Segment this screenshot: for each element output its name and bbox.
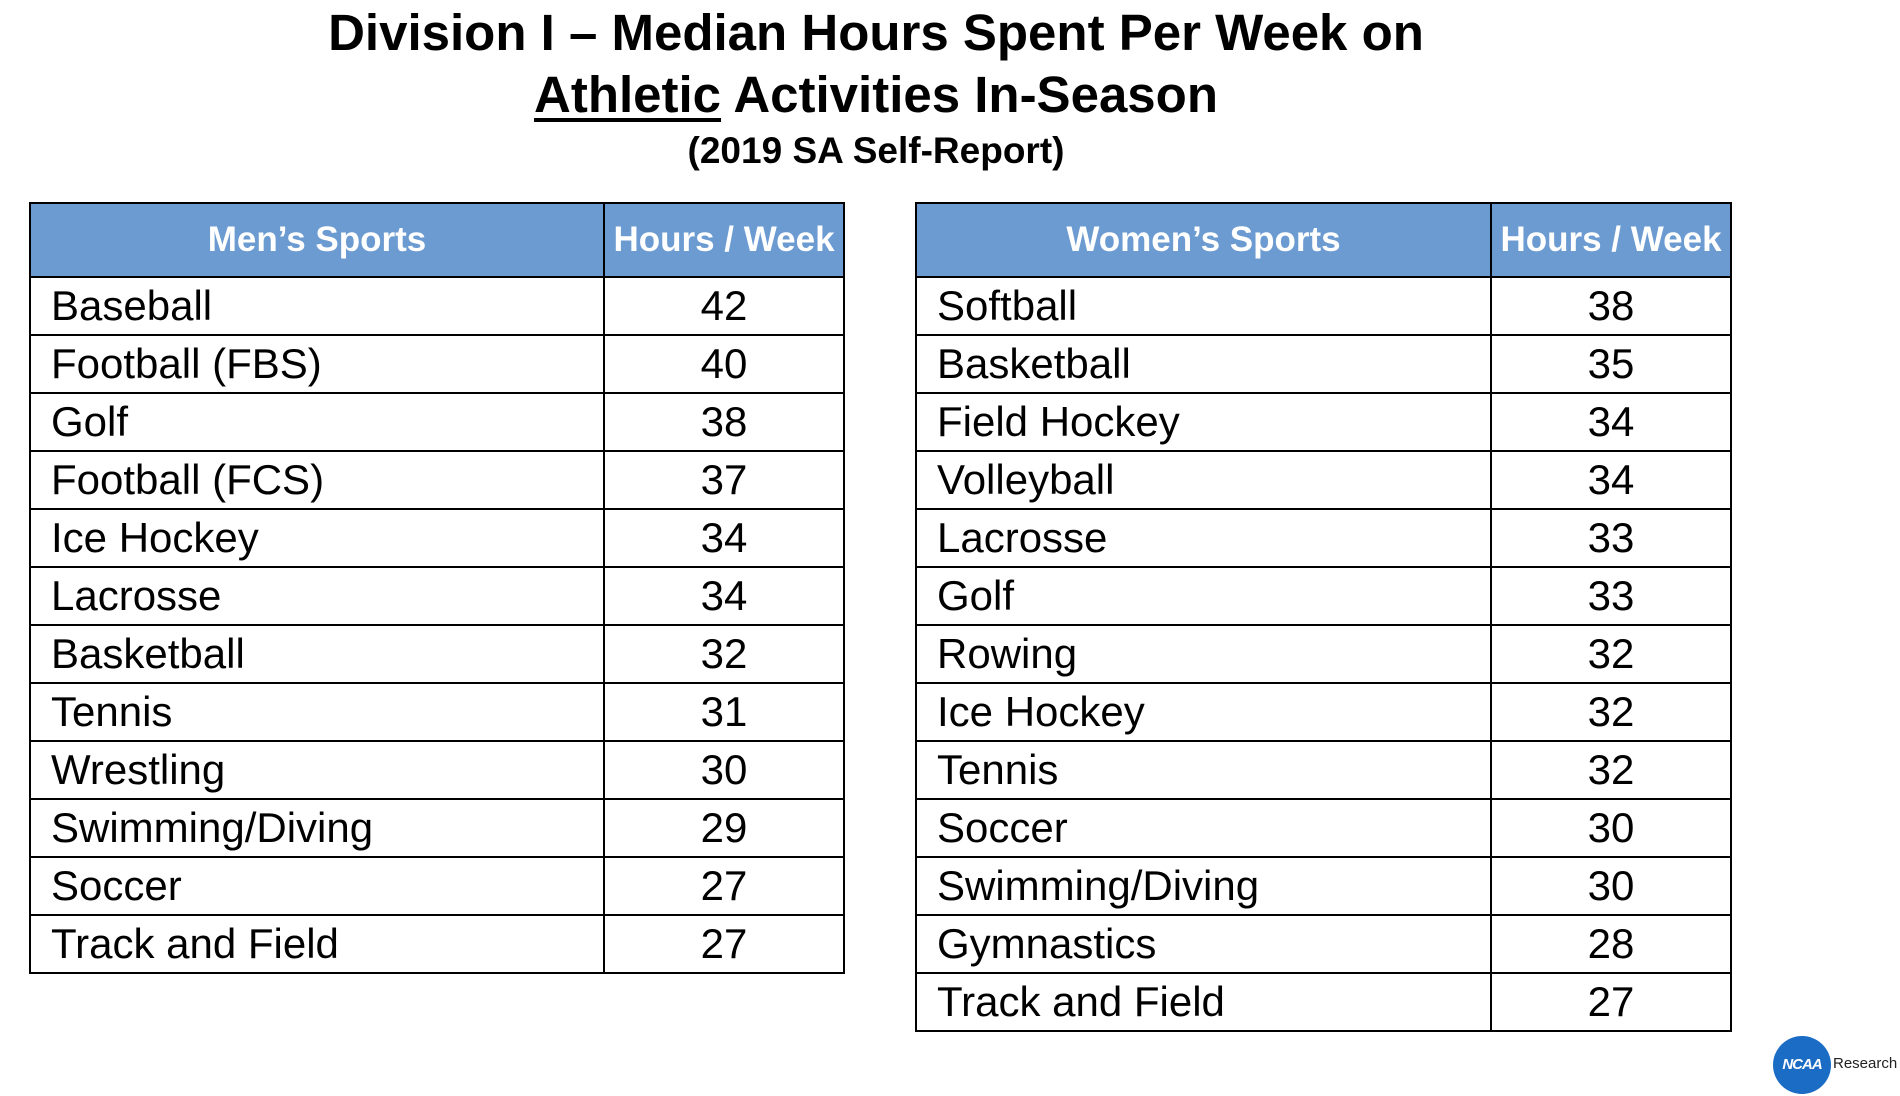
hours-cell: 27 <box>603 856 845 916</box>
table-row: Field Hockey 34 <box>915 392 1732 452</box>
hours-cell: 33 <box>1490 566 1732 626</box>
sport-name-cell: Swimming/Diving <box>915 856 1492 916</box>
table-row: Wrestling 30 <box>29 740 845 800</box>
table-row: Softball 38 <box>915 276 1732 336</box>
hours-cell: 37 <box>603 450 845 510</box>
hours-cell: 30 <box>1490 798 1732 858</box>
hours-cell: 28 <box>1490 914 1732 974</box>
sport-name-cell: Golf <box>29 392 605 452</box>
sport-name-cell: Gymnastics <box>915 914 1492 974</box>
table-row: Golf 33 <box>915 566 1732 626</box>
hours-cell: 31 <box>603 682 845 742</box>
table-row: Soccer 30 <box>915 798 1732 858</box>
mens-hours-header: Hours / Week <box>603 202 845 278</box>
hours-cell: 32 <box>1490 740 1732 800</box>
table-row: Track and Field 27 <box>915 972 1732 1032</box>
womens-sports-table: Women’s Sports Hours / Week Softball 38 Ba… <box>915 202 1732 1032</box>
hours-cell: 34 <box>603 508 845 568</box>
table-row: Football (FCS) 37 <box>29 450 845 510</box>
hours-cell: 34 <box>1490 450 1732 510</box>
sport-name-cell: Basketball <box>29 624 605 684</box>
table-row: Swimming/Diving 30 <box>915 856 1732 916</box>
sport-name-cell: Softball <box>915 276 1492 336</box>
hours-cell: 27 <box>1490 972 1732 1032</box>
page-subtitle: (2019 SA Self-Report) <box>687 130 1065 171</box>
table-row: Lacrosse 34 <box>29 566 845 626</box>
table-row: Swimming/Diving 29 <box>29 798 845 858</box>
sport-name-cell: Track and Field <box>915 972 1492 1032</box>
table-row: Lacrosse 33 <box>915 508 1732 568</box>
table-row: Gymnastics 28 <box>915 914 1732 974</box>
table-row: Baseball 42 <box>29 276 845 336</box>
table-row: Ice Hockey 34 <box>29 508 845 568</box>
table-row: Basketball 35 <box>915 334 1732 394</box>
hours-cell: 34 <box>603 566 845 626</box>
sport-name-cell: Lacrosse <box>915 508 1492 568</box>
hours-cell: 34 <box>1490 392 1732 452</box>
table-row: Soccer 27 <box>29 856 845 916</box>
sport-name-cell: Ice Hockey <box>29 508 605 568</box>
mens-sports-table: Men’s Sports Hours / Week Baseball 42 Foot… <box>29 202 845 974</box>
hours-cell: 32 <box>1490 682 1732 742</box>
table-row: Tennis 31 <box>29 682 845 742</box>
womens-hours-header: Hours / Week <box>1490 202 1732 278</box>
table-row: Ice Hockey 32 <box>915 682 1732 742</box>
hours-cell: 30 <box>603 740 845 800</box>
sport-name-cell: Wrestling <box>29 740 605 800</box>
womens-sports-header: Women’s Sports <box>915 202 1492 278</box>
ncaa-research-logo: NCAA Research <box>1773 1036 1897 1094</box>
sport-name-cell: Ice Hockey <box>915 682 1492 742</box>
mens-sports-header: Men’s Sports <box>29 202 605 278</box>
hours-cell: 30 <box>1490 856 1732 916</box>
title-rest: Activities In-Season <box>721 66 1218 123</box>
table-row: Rowing 32 <box>915 624 1732 684</box>
title-emphasis: Athletic <box>534 66 722 123</box>
hours-cell: 35 <box>1490 334 1732 394</box>
sport-name-cell: Lacrosse <box>29 566 605 626</box>
table-header-row: Men’s Sports Hours / Week <box>29 202 845 278</box>
page-title-line-2: Athletic Activities In-Season <box>0 64 1752 126</box>
sport-name-cell: Soccer <box>29 856 605 916</box>
hours-cell: 38 <box>603 392 845 452</box>
sport-name-cell: Rowing <box>915 624 1492 684</box>
sport-name-cell: Track and Field <box>29 914 605 974</box>
table-row: Volleyball 34 <box>915 450 1732 510</box>
logo-research-text: Research <box>1833 1055 1898 1072</box>
table-row: Golf 38 <box>29 392 845 452</box>
hours-cell: 27 <box>603 914 845 974</box>
table-row: Basketball 32 <box>29 624 845 684</box>
sport-name-cell: Golf <box>915 566 1492 626</box>
ncaa-logo-icon: NCAA <box>1773 1036 1831 1094</box>
sport-name-cell: Football (FCS) <box>29 450 605 510</box>
hours-cell: 32 <box>1490 624 1732 684</box>
table-row: Tennis 32 <box>915 740 1732 800</box>
womens-table-body: Softball 38 Basketball 35 Field Hockey 34 Voll… <box>915 276 1732 1032</box>
sport-name-cell: Swimming/Diving <box>29 798 605 858</box>
table-row: Football (FBS) 40 <box>29 334 845 394</box>
hours-cell: 38 <box>1490 276 1732 336</box>
hours-cell: 33 <box>1490 508 1732 568</box>
sport-name-cell: Soccer <box>915 798 1492 858</box>
page-title: Division I – Median Hours Spent Per Week… <box>328 4 1424 61</box>
sport-name-cell: Volleyball <box>915 450 1492 510</box>
sport-name-cell: Tennis <box>915 740 1492 800</box>
sport-name-cell: Football (FBS) <box>29 334 605 394</box>
table-row: Track and Field 27 <box>29 914 845 974</box>
hours-cell: 32 <box>603 624 845 684</box>
sport-name-cell: Tennis <box>29 682 605 742</box>
hours-cell: 40 <box>603 334 845 394</box>
sport-name-cell: Baseball <box>29 276 605 336</box>
sport-name-cell: Basketball <box>915 334 1492 394</box>
hours-cell: 29 <box>603 798 845 858</box>
table-header-row: Women’s Sports Hours / Week <box>915 202 1732 278</box>
hours-cell: 42 <box>603 276 845 336</box>
mens-table-body: Baseball 42 Football (FBS) 40 Golf 38 Football… <box>29 276 845 974</box>
sport-name-cell: Field Hockey <box>915 392 1492 452</box>
